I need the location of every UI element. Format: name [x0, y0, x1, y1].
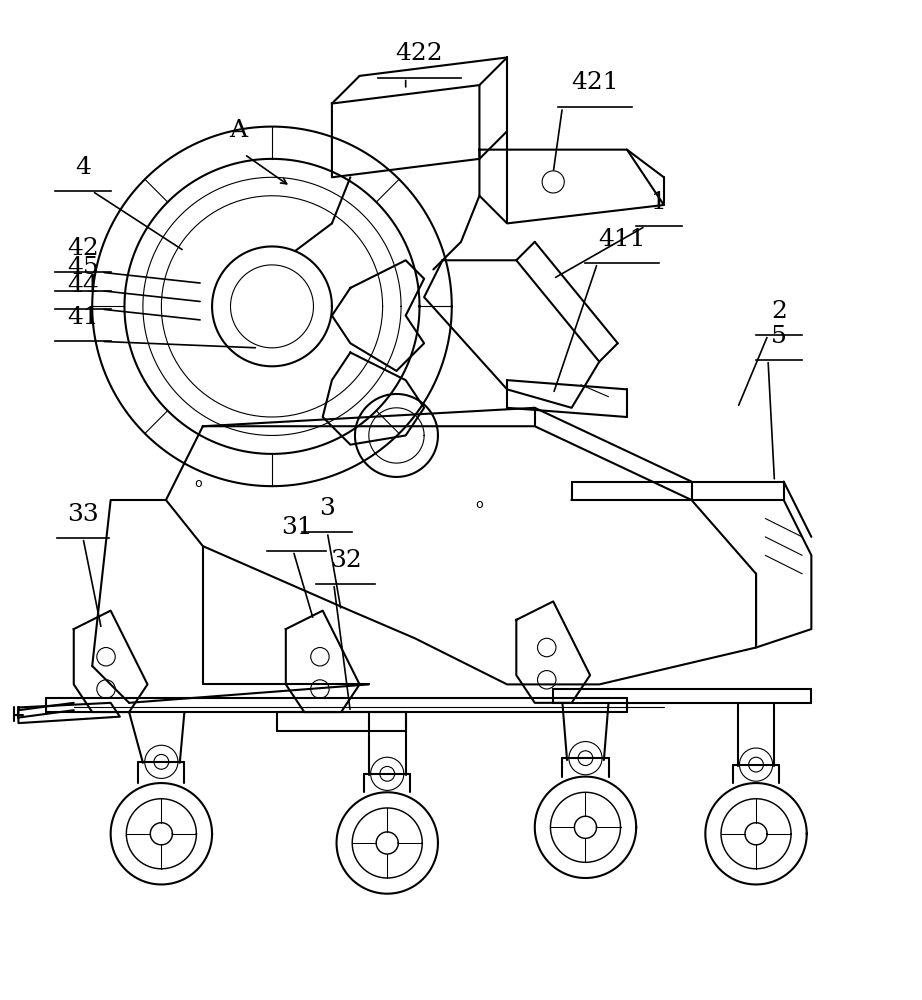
Text: o: o — [195, 477, 202, 490]
Text: 31: 31 — [281, 516, 313, 539]
Text: 32: 32 — [330, 549, 361, 572]
Text: 422: 422 — [396, 42, 443, 65]
Text: 411: 411 — [598, 228, 646, 251]
Text: o: o — [476, 498, 483, 511]
Text: 2: 2 — [771, 300, 787, 323]
Text: 1: 1 — [651, 191, 668, 214]
Text: 33: 33 — [67, 503, 99, 526]
Text: 3: 3 — [319, 497, 336, 520]
Text: 5: 5 — [771, 325, 787, 348]
Text: 45: 45 — [67, 256, 99, 279]
Text: 421: 421 — [571, 71, 619, 94]
Text: 44: 44 — [67, 274, 99, 297]
Text: 41: 41 — [67, 306, 99, 329]
Text: 4: 4 — [75, 156, 91, 179]
Text: A: A — [229, 119, 247, 142]
Text: 42: 42 — [67, 237, 99, 260]
